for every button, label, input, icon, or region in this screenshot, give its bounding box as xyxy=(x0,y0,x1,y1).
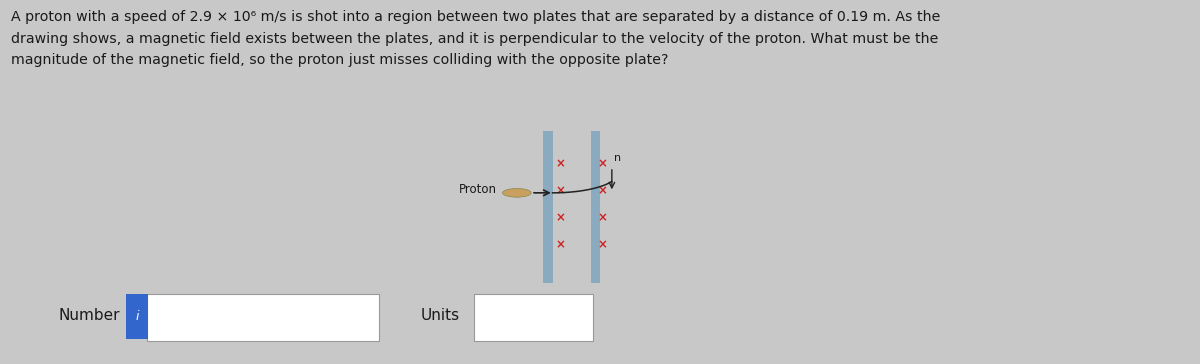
Text: n: n xyxy=(614,153,622,163)
Text: ∨: ∨ xyxy=(576,310,586,323)
Text: ×: × xyxy=(598,185,607,198)
Bar xyxy=(474,294,593,341)
Text: A proton with a speed of 2.9 × 10⁶ m/s is shot into a region between two plates : A proton with a speed of 2.9 × 10⁶ m/s i… xyxy=(11,11,941,67)
Bar xyxy=(126,294,148,339)
Text: ×: × xyxy=(598,239,607,252)
Text: i: i xyxy=(136,310,139,323)
Text: Units: Units xyxy=(420,308,460,323)
Text: ×: × xyxy=(556,158,566,170)
Text: ×: × xyxy=(556,185,566,198)
Text: ×: × xyxy=(598,211,607,225)
Circle shape xyxy=(503,189,532,197)
Text: Number: Number xyxy=(59,308,120,323)
Text: ×: × xyxy=(598,158,607,170)
Text: Proton: Proton xyxy=(458,183,497,196)
Bar xyxy=(146,294,379,341)
Bar xyxy=(590,131,600,283)
Bar xyxy=(544,131,552,283)
Text: ×: × xyxy=(556,239,566,252)
Text: ×: × xyxy=(556,211,566,225)
